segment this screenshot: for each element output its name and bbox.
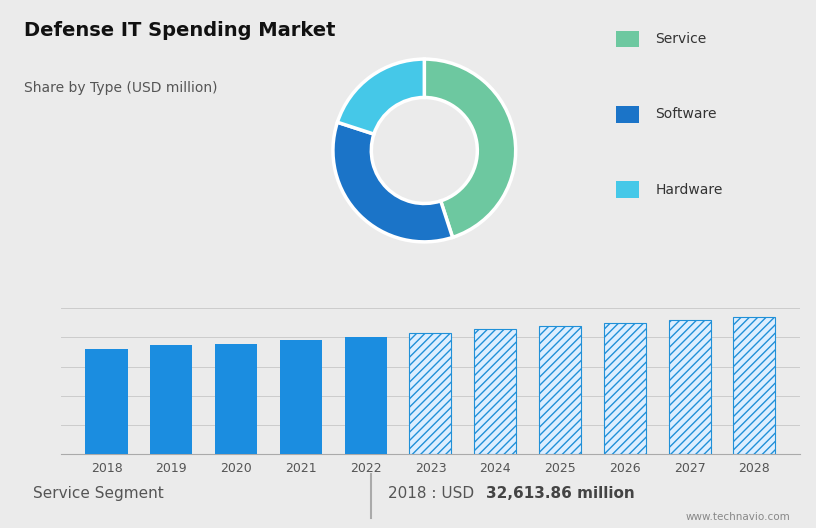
Text: Service: Service (655, 32, 707, 46)
Bar (280, 341, 322, 454)
Bar (474, 328, 517, 454)
Bar (150, 345, 193, 454)
Text: Service Segment: Service Segment (33, 486, 163, 501)
Bar (86, 349, 127, 454)
Wedge shape (424, 59, 516, 238)
Bar (410, 333, 451, 454)
FancyBboxPatch shape (616, 106, 639, 122)
Text: 32,613.86 million: 32,613.86 million (486, 486, 634, 501)
Text: www.technavio.com: www.technavio.com (685, 512, 790, 522)
Text: Hardware: Hardware (655, 183, 723, 196)
Bar (668, 320, 711, 454)
Text: Defense IT Spending Market: Defense IT Spending Market (24, 21, 336, 40)
Text: 2018 : USD: 2018 : USD (388, 486, 479, 501)
FancyBboxPatch shape (616, 181, 639, 198)
Bar (215, 344, 257, 454)
Bar (344, 337, 387, 454)
Bar (604, 323, 645, 454)
Bar (734, 317, 775, 454)
FancyBboxPatch shape (616, 31, 639, 48)
Wedge shape (333, 122, 453, 242)
Bar (539, 326, 581, 454)
Text: Share by Type (USD million): Share by Type (USD million) (24, 81, 218, 95)
Wedge shape (337, 59, 424, 134)
Text: Software: Software (655, 107, 716, 121)
